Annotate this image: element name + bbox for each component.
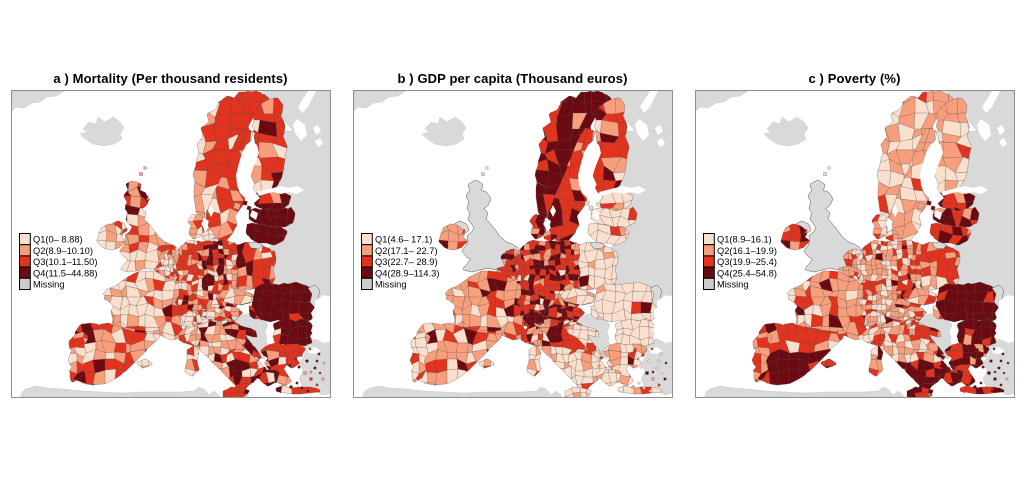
svg-text:Missing: Missing [717,279,749,289]
svg-text:Q3(19.9–25.4): Q3(19.9–25.4) [717,257,777,267]
svg-text:Q4(25.4–54.8): Q4(25.4–54.8) [717,268,777,278]
svg-text:Missing: Missing [33,279,65,289]
svg-text:Q1(8.9–16.1): Q1(8.9–16.1) [717,234,772,244]
svg-text:Q2(16.1–19.9): Q2(16.1–19.9) [717,245,777,255]
svg-text:Q3(10.1–11.50): Q3(10.1–11.50) [33,257,97,267]
svg-text:Q2(8.9–10.10): Q2(8.9–10.10) [33,245,93,255]
svg-text:Q4(11.5–44.88): Q4(11.5–44.88) [33,268,97,278]
svg-text:Q2(17.1– 22.7): Q2(17.1– 22.7) [375,245,438,255]
svg-text:Q3(22.7– 28.9): Q3(22.7– 28.9) [375,257,438,267]
svg-text:Missing: Missing [375,279,407,289]
svg-text:Q1(0– 8.88): Q1(0– 8.88) [33,234,83,244]
svg-text:Q4(28.9–114.3): Q4(28.9–114.3) [375,268,439,278]
svg-text:Q1(4.6– 17.1): Q1(4.6– 17.1) [375,234,432,244]
